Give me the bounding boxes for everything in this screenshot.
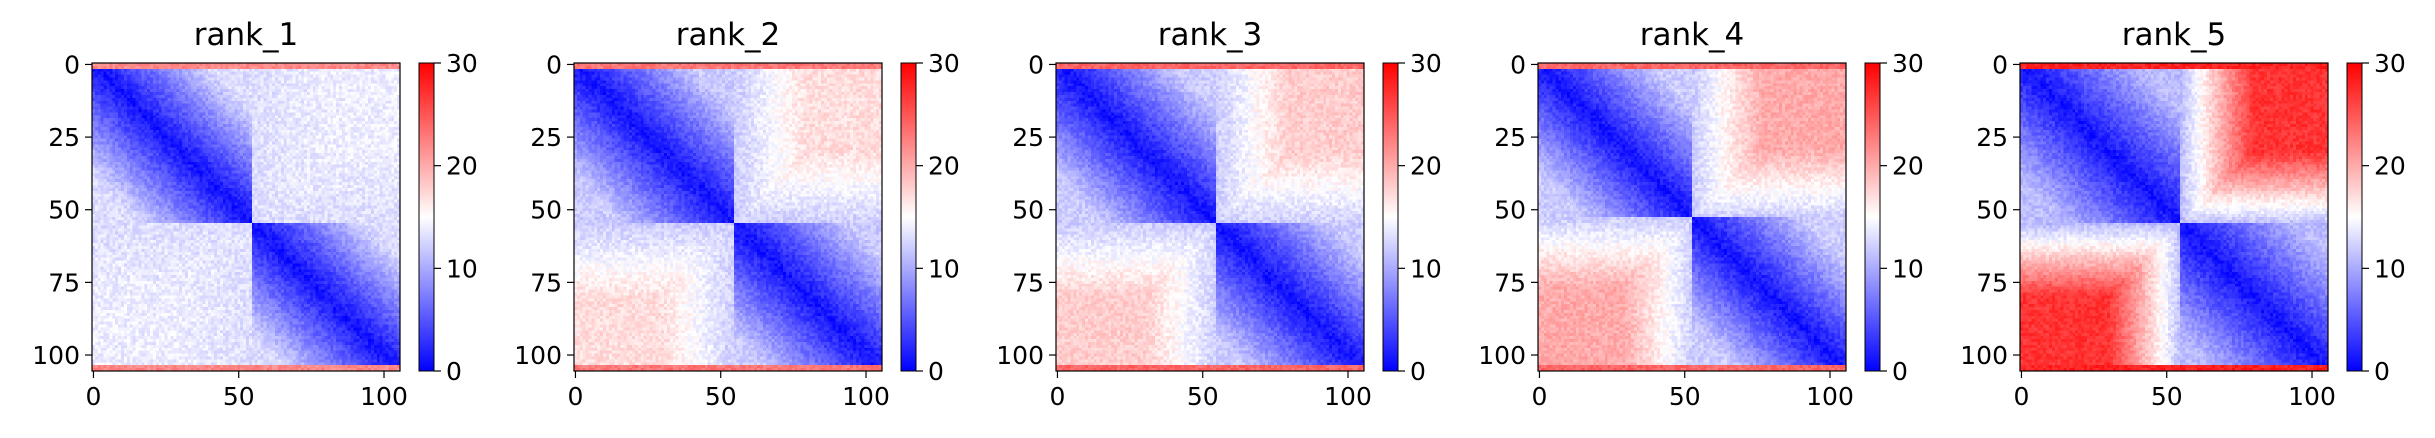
x-tick-label: 100 [2288,382,2336,411]
x-tick-label: 0 [1531,382,1547,411]
colorbar [418,62,435,372]
colorbar-tick-label: 0 [2374,357,2390,386]
heatmap-cells [1538,63,1846,371]
y-tick-label: 25 [530,123,562,152]
y-tick-label: 100 [32,341,80,370]
colorbar [2346,62,2363,372]
y-tick-label: 100 [514,341,562,370]
colorbar-tick-label: 10 [1410,254,1442,283]
y-tick-label: 0 [1510,50,1526,79]
y-tick-label: 0 [64,50,80,79]
colorbar-tick-label: 10 [928,254,960,283]
plot-frame [1055,62,1365,372]
y-tick-label: 25 [1494,123,1526,152]
colorbar-tick-label: 30 [1892,49,1924,78]
colorbar-tick-label: 0 [446,357,462,386]
colorbar-tick-label: 10 [1892,254,1924,283]
y-tick-label: 100 [1478,341,1526,370]
x-tick-label: 0 [85,382,101,411]
y-tick-label: 75 [1012,268,1044,297]
colorbar-tick-label: 10 [446,254,478,283]
heatmap-cells [92,63,400,371]
y-tick-label: 50 [1494,196,1526,225]
panel-title: rank_3 [1158,17,1263,53]
colorbar-tick-label: 30 [2374,49,2406,78]
x-tick-label: 100 [842,382,890,411]
colorbar-tick-label: 10 [2374,254,2406,283]
colorbar-tick-label: 20 [2374,152,2406,181]
x-tick-label: 50 [1669,382,1701,411]
x-tick-label: 0 [567,382,583,411]
colorbar-tick-label: 20 [1410,152,1442,181]
heatmap-cells [1056,63,1364,371]
y-tick-label: 25 [48,123,80,152]
panel-title: rank_5 [2122,17,2227,53]
y-tick-label: 50 [48,196,80,225]
plot-frame [2019,62,2329,372]
y-tick-label: 100 [1960,341,2008,370]
y-tick-label: 0 [1992,50,2008,79]
x-tick-label: 0 [2013,382,2029,411]
y-tick-label: 25 [1976,123,2008,152]
y-tick-label: 75 [1494,268,1526,297]
colorbar-tick-label: 30 [1410,49,1442,78]
y-tick-label: 50 [1012,196,1044,225]
y-tick-label: 50 [530,196,562,225]
y-tick-label: 50 [1976,196,2008,225]
heatmap-cells [574,63,882,371]
x-tick-label: 50 [705,382,737,411]
x-tick-label: 100 [1324,382,1372,411]
colorbar-tick-label: 30 [928,49,960,78]
colorbar [1382,62,1399,372]
y-tick-label: 75 [1976,268,2008,297]
x-tick-label: 50 [1187,382,1219,411]
plot-frame [1537,62,1847,372]
y-tick-label: 75 [48,268,80,297]
heatmap-cells [2020,63,2328,371]
colorbar-tick-label: 20 [928,152,960,181]
colorbar-tick-label: 0 [1892,357,1908,386]
panel-title: rank_1 [194,17,299,53]
y-tick-label: 25 [1012,123,1044,152]
colorbar [1864,62,1881,372]
plot-frame [91,62,401,372]
panel-title: rank_4 [1640,17,1745,53]
colorbar [900,62,917,372]
x-tick-label: 50 [2151,382,2183,411]
colorbar-tick-label: 20 [446,152,478,181]
colorbar-tick-label: 20 [1892,152,1924,181]
panel-title: rank_2 [676,17,781,53]
x-tick-label: 0 [1049,382,1065,411]
y-tick-label: 100 [996,341,1044,370]
y-tick-label: 0 [1028,50,1044,79]
colorbar-tick-label: 0 [1410,357,1426,386]
colorbar-tick-label: 30 [446,49,478,78]
x-tick-label: 50 [223,382,255,411]
colorbar-tick-label: 0 [928,357,944,386]
y-tick-label: 0 [546,50,562,79]
plot-frame [573,62,883,372]
x-tick-label: 100 [360,382,408,411]
y-tick-label: 75 [530,268,562,297]
x-tick-label: 100 [1806,382,1854,411]
